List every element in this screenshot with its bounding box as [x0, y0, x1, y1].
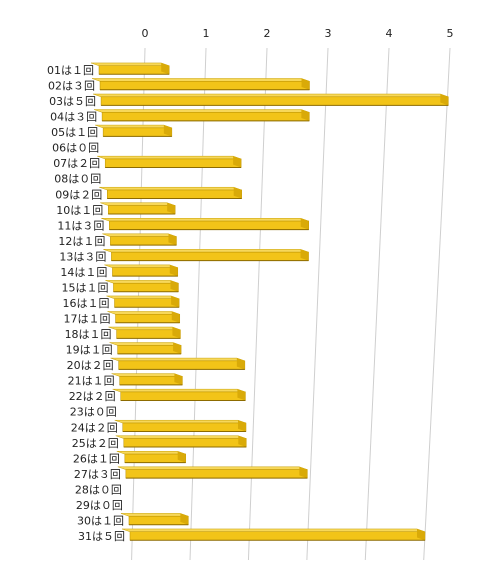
category-label: 18は１回 — [65, 328, 112, 341]
gridline-1 — [189, 47, 207, 561]
category-label: 23は０回 — [70, 406, 117, 419]
bar — [107, 311, 181, 324]
bar — [102, 233, 177, 246]
bar — [111, 373, 183, 386]
category-labels: 01は１回 02は３回 03は５回 04は３回 05は１回 06は０回 07は２回 08は０回… — [47, 64, 125, 543]
bar — [104, 264, 179, 277]
bar — [121, 528, 426, 541]
bar — [91, 78, 310, 91]
bar — [106, 295, 180, 308]
bar — [100, 202, 176, 215]
x-tick-label: 3 — [325, 27, 332, 40]
x-tick-label: 0 — [142, 27, 149, 40]
category-label: 13は３回 — [59, 250, 106, 263]
category-label: 28は０回 — [75, 483, 122, 496]
bar — [103, 249, 309, 262]
category-label: 11は３回 — [57, 219, 104, 232]
category-label: 27は３回 — [74, 468, 121, 481]
category-label: 15は１回 — [61, 281, 108, 294]
bar — [117, 466, 308, 479]
gridlines — [131, 47, 451, 561]
category-label: 22は２回 — [69, 390, 116, 403]
category-label: 09は２回 — [55, 188, 102, 201]
bar — [108, 326, 181, 339]
category-label: 19は１回 — [66, 344, 113, 357]
bars — [90, 62, 449, 541]
category-label: 07は２回 — [53, 157, 100, 170]
gridline-4 — [364, 47, 390, 561]
category-label: 21は１回 — [68, 375, 115, 388]
bar — [99, 186, 242, 200]
gridline-5 — [423, 47, 451, 561]
x-tick-label: 1 — [203, 27, 210, 40]
category-label: 03は５回 — [49, 95, 96, 108]
bar — [90, 62, 170, 75]
category-label: 08は０回 — [54, 173, 101, 186]
bar — [112, 388, 246, 401]
category-label: 31は５回 — [78, 530, 125, 543]
x-tick-label: 5 — [447, 27, 454, 40]
bar — [109, 342, 182, 355]
category-label: 30は１回 — [77, 514, 124, 527]
x-tick-label: 2 — [264, 27, 271, 40]
category-label: 12は１回 — [58, 235, 105, 248]
gridline-3 — [306, 47, 329, 561]
category-label: 16は１回 — [63, 297, 110, 310]
category-label: 20は２回 — [67, 359, 114, 372]
bar — [110, 357, 246, 370]
category-label: 14は１回 — [60, 266, 107, 279]
bar — [114, 419, 247, 433]
category-label: 26は１回 — [73, 452, 120, 465]
category-label: 06は０回 — [52, 142, 99, 155]
category-label: 17は１回 — [64, 313, 111, 326]
gridline-2 — [247, 47, 268, 561]
category-label: 29は０回 — [76, 499, 123, 512]
bar — [105, 280, 179, 293]
x-tick-label: 4 — [386, 27, 393, 40]
bar — [97, 155, 242, 168]
category-label: 24は２回 — [71, 421, 118, 434]
bar — [92, 93, 449, 106]
bar — [95, 124, 173, 137]
bar — [116, 451, 186, 464]
category-label: 04は３回 — [50, 111, 97, 124]
x-axis-ticks: 0 1 2 3 4 5 — [142, 27, 454, 40]
category-label: 02は３回 — [48, 80, 95, 93]
category-label: 10は１回 — [56, 204, 103, 217]
category-label: 05は１回 — [51, 126, 98, 139]
bar — [115, 435, 247, 448]
category-label: 01は１回 — [47, 64, 94, 77]
bar — [101, 218, 309, 231]
bar — [120, 513, 189, 526]
bar — [94, 109, 310, 122]
category-label: 25は２回 — [72, 437, 119, 450]
